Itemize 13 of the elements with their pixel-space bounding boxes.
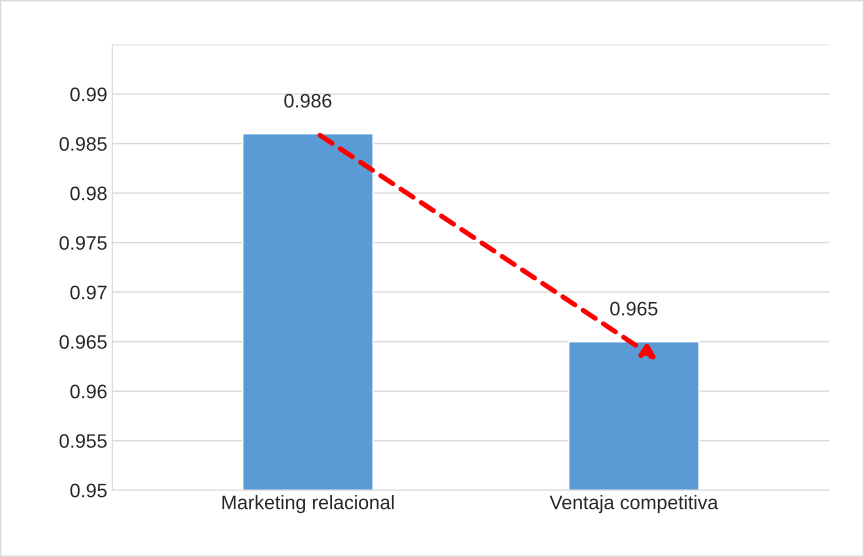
x-tick-label: Marketing relacional — [222, 495, 394, 514]
data-label: 0.986 — [284, 94, 332, 108]
y-tick-label: 0.985 — [60, 137, 107, 151]
y-tick-label: 0.965 — [60, 335, 107, 349]
y-tick-label: 0.96 — [70, 384, 107, 398]
y-tick-label: 0.975 — [60, 236, 107, 250]
y-tick-label: 0.95 — [70, 484, 107, 498]
y-tick-label: 0.97 — [70, 286, 106, 300]
x-tick-label: Ventaja competitiva — [550, 495, 718, 514]
y-tick-label: 0.98 — [70, 186, 107, 200]
y-tick-label: 0.99 — [70, 88, 107, 102]
data-label: 0.965 — [610, 302, 658, 316]
y-tick-label: 0.955 — [60, 434, 107, 448]
